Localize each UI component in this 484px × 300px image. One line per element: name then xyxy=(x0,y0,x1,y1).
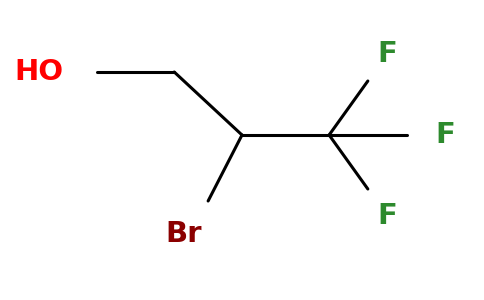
Text: F: F xyxy=(435,121,455,149)
Text: F: F xyxy=(377,40,397,68)
Text: F: F xyxy=(377,202,397,230)
Text: Br: Br xyxy=(166,220,202,248)
Text: HO: HO xyxy=(14,58,63,86)
